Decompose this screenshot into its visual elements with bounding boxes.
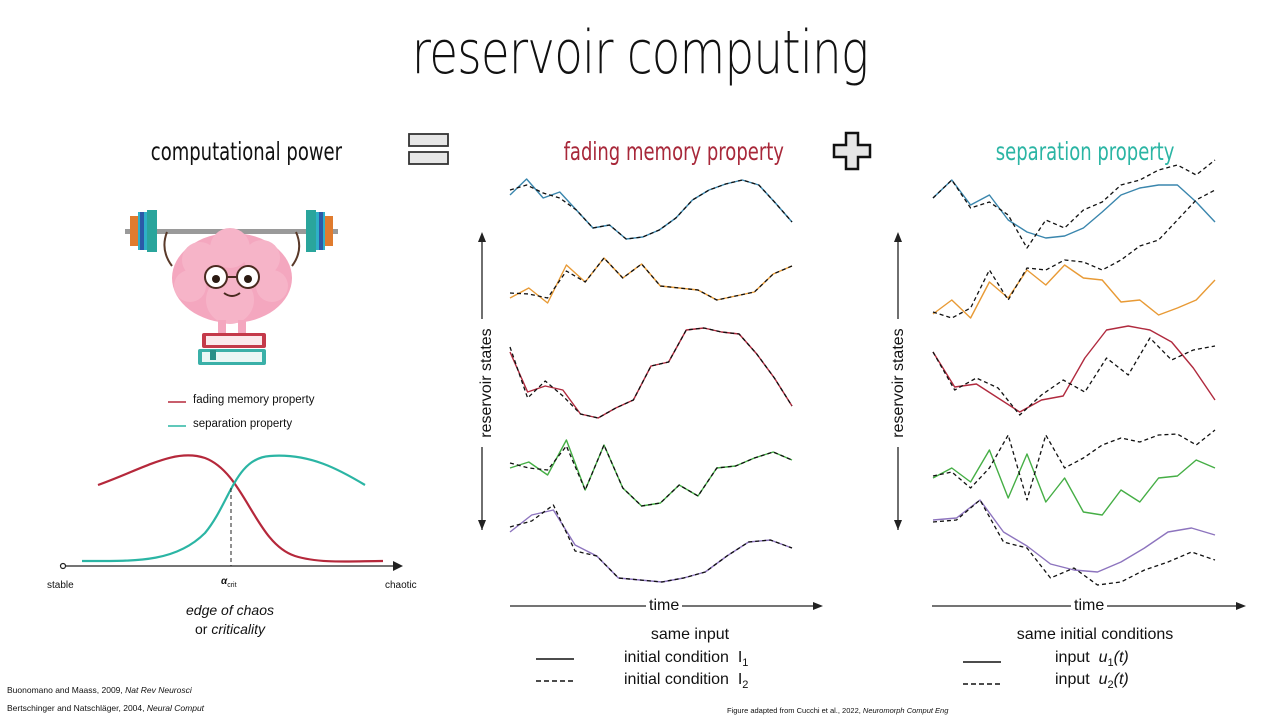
- middle-trace-solid: [509, 178, 793, 240]
- middle-legend-dashed-line: [536, 680, 574, 682]
- right-trace-solid: [932, 449, 1216, 516]
- left-legend-fading-label: fading memory property: [193, 394, 315, 406]
- reference-2: Bertschinger and Natschläger, 2004, Neur…: [7, 703, 205, 713]
- middle-trace-dashed: [509, 327, 793, 419]
- middle-x-label: time: [646, 597, 683, 615]
- middle-trace-solid: [509, 327, 793, 419]
- right-trace-solid: [932, 499, 1216, 573]
- left-legend-fading-line: [168, 401, 186, 403]
- right-trace-solid: [932, 325, 1216, 413]
- alpha-crit-label: αcrit: [221, 576, 237, 589]
- brain-weightlifter-illustration: [125, 210, 338, 365]
- equals-icon: [408, 133, 449, 165]
- right-trace-dashed: [932, 429, 1216, 501]
- right-trace-dashed: [932, 189, 1216, 319]
- middle-legend-item-2: initial condition I2: [624, 671, 749, 692]
- left-legend-separation-label: separation property: [193, 418, 293, 430]
- right-legend-solid-line: [963, 661, 1001, 663]
- axis-label-chaotic: chaotic: [385, 580, 417, 591]
- middle-legend-solid-line: [536, 658, 574, 660]
- right-subtitle: same initial conditions: [1016, 626, 1174, 643]
- caption-criticality: or criticality: [194, 621, 265, 637]
- caption-edge-of-chaos: edge of chaos: [186, 602, 274, 618]
- fading-memory-curve: [97, 454, 384, 563]
- right-legend-item-2: input u2(t): [1055, 671, 1129, 692]
- right-y-label: reservoir states: [890, 319, 908, 447]
- middle-subtitle: same input: [650, 626, 730, 643]
- right-trace-dashed: [932, 499, 1216, 586]
- middle-trace-dashed: [509, 179, 793, 240]
- right-trace-dashed: [932, 159, 1216, 249]
- right-trace-dashed: [932, 337, 1216, 416]
- axis-label-stable: stable: [47, 580, 74, 591]
- middle-trace-solid: [509, 439, 793, 507]
- plus-icon: [832, 131, 872, 171]
- reference-1: Buonomano and Maass, 2009, Nat Rev Neuro…: [7, 685, 192, 695]
- right-trace-solid: [932, 264, 1216, 319]
- middle-trace-dashed: [509, 257, 793, 301]
- right-panel-heading: separation property: [995, 137, 1175, 166]
- right-reservoir-plot: [894, 159, 1246, 610]
- figure-credit: Figure adapted from Cucchi et al., 2022,…: [727, 706, 949, 715]
- middle-trace-solid: [509, 257, 793, 304]
- edge-of-chaos-plot: [59, 454, 403, 571]
- right-x-label: time: [1071, 597, 1108, 615]
- right-legend-item-1: input u1(t): [1055, 649, 1129, 670]
- slide-title: reservoir computing: [411, 18, 869, 88]
- middle-legend-item-1: initial condition I1: [624, 649, 749, 670]
- middle-reservoir-plot: [478, 178, 823, 610]
- middle-trace-dashed: [509, 444, 793, 507]
- right-trace-solid: [932, 179, 1216, 239]
- right-legend-dashed-line: [963, 683, 1001, 685]
- middle-trace-dashed: [509, 504, 793, 583]
- left-legend-separation-line: [168, 425, 186, 427]
- middle-trace-solid: [509, 509, 793, 583]
- left-panel-heading: computational power: [150, 137, 343, 166]
- middle-panel-heading: fading memory property: [563, 137, 784, 166]
- middle-y-label: reservoir states: [478, 319, 496, 447]
